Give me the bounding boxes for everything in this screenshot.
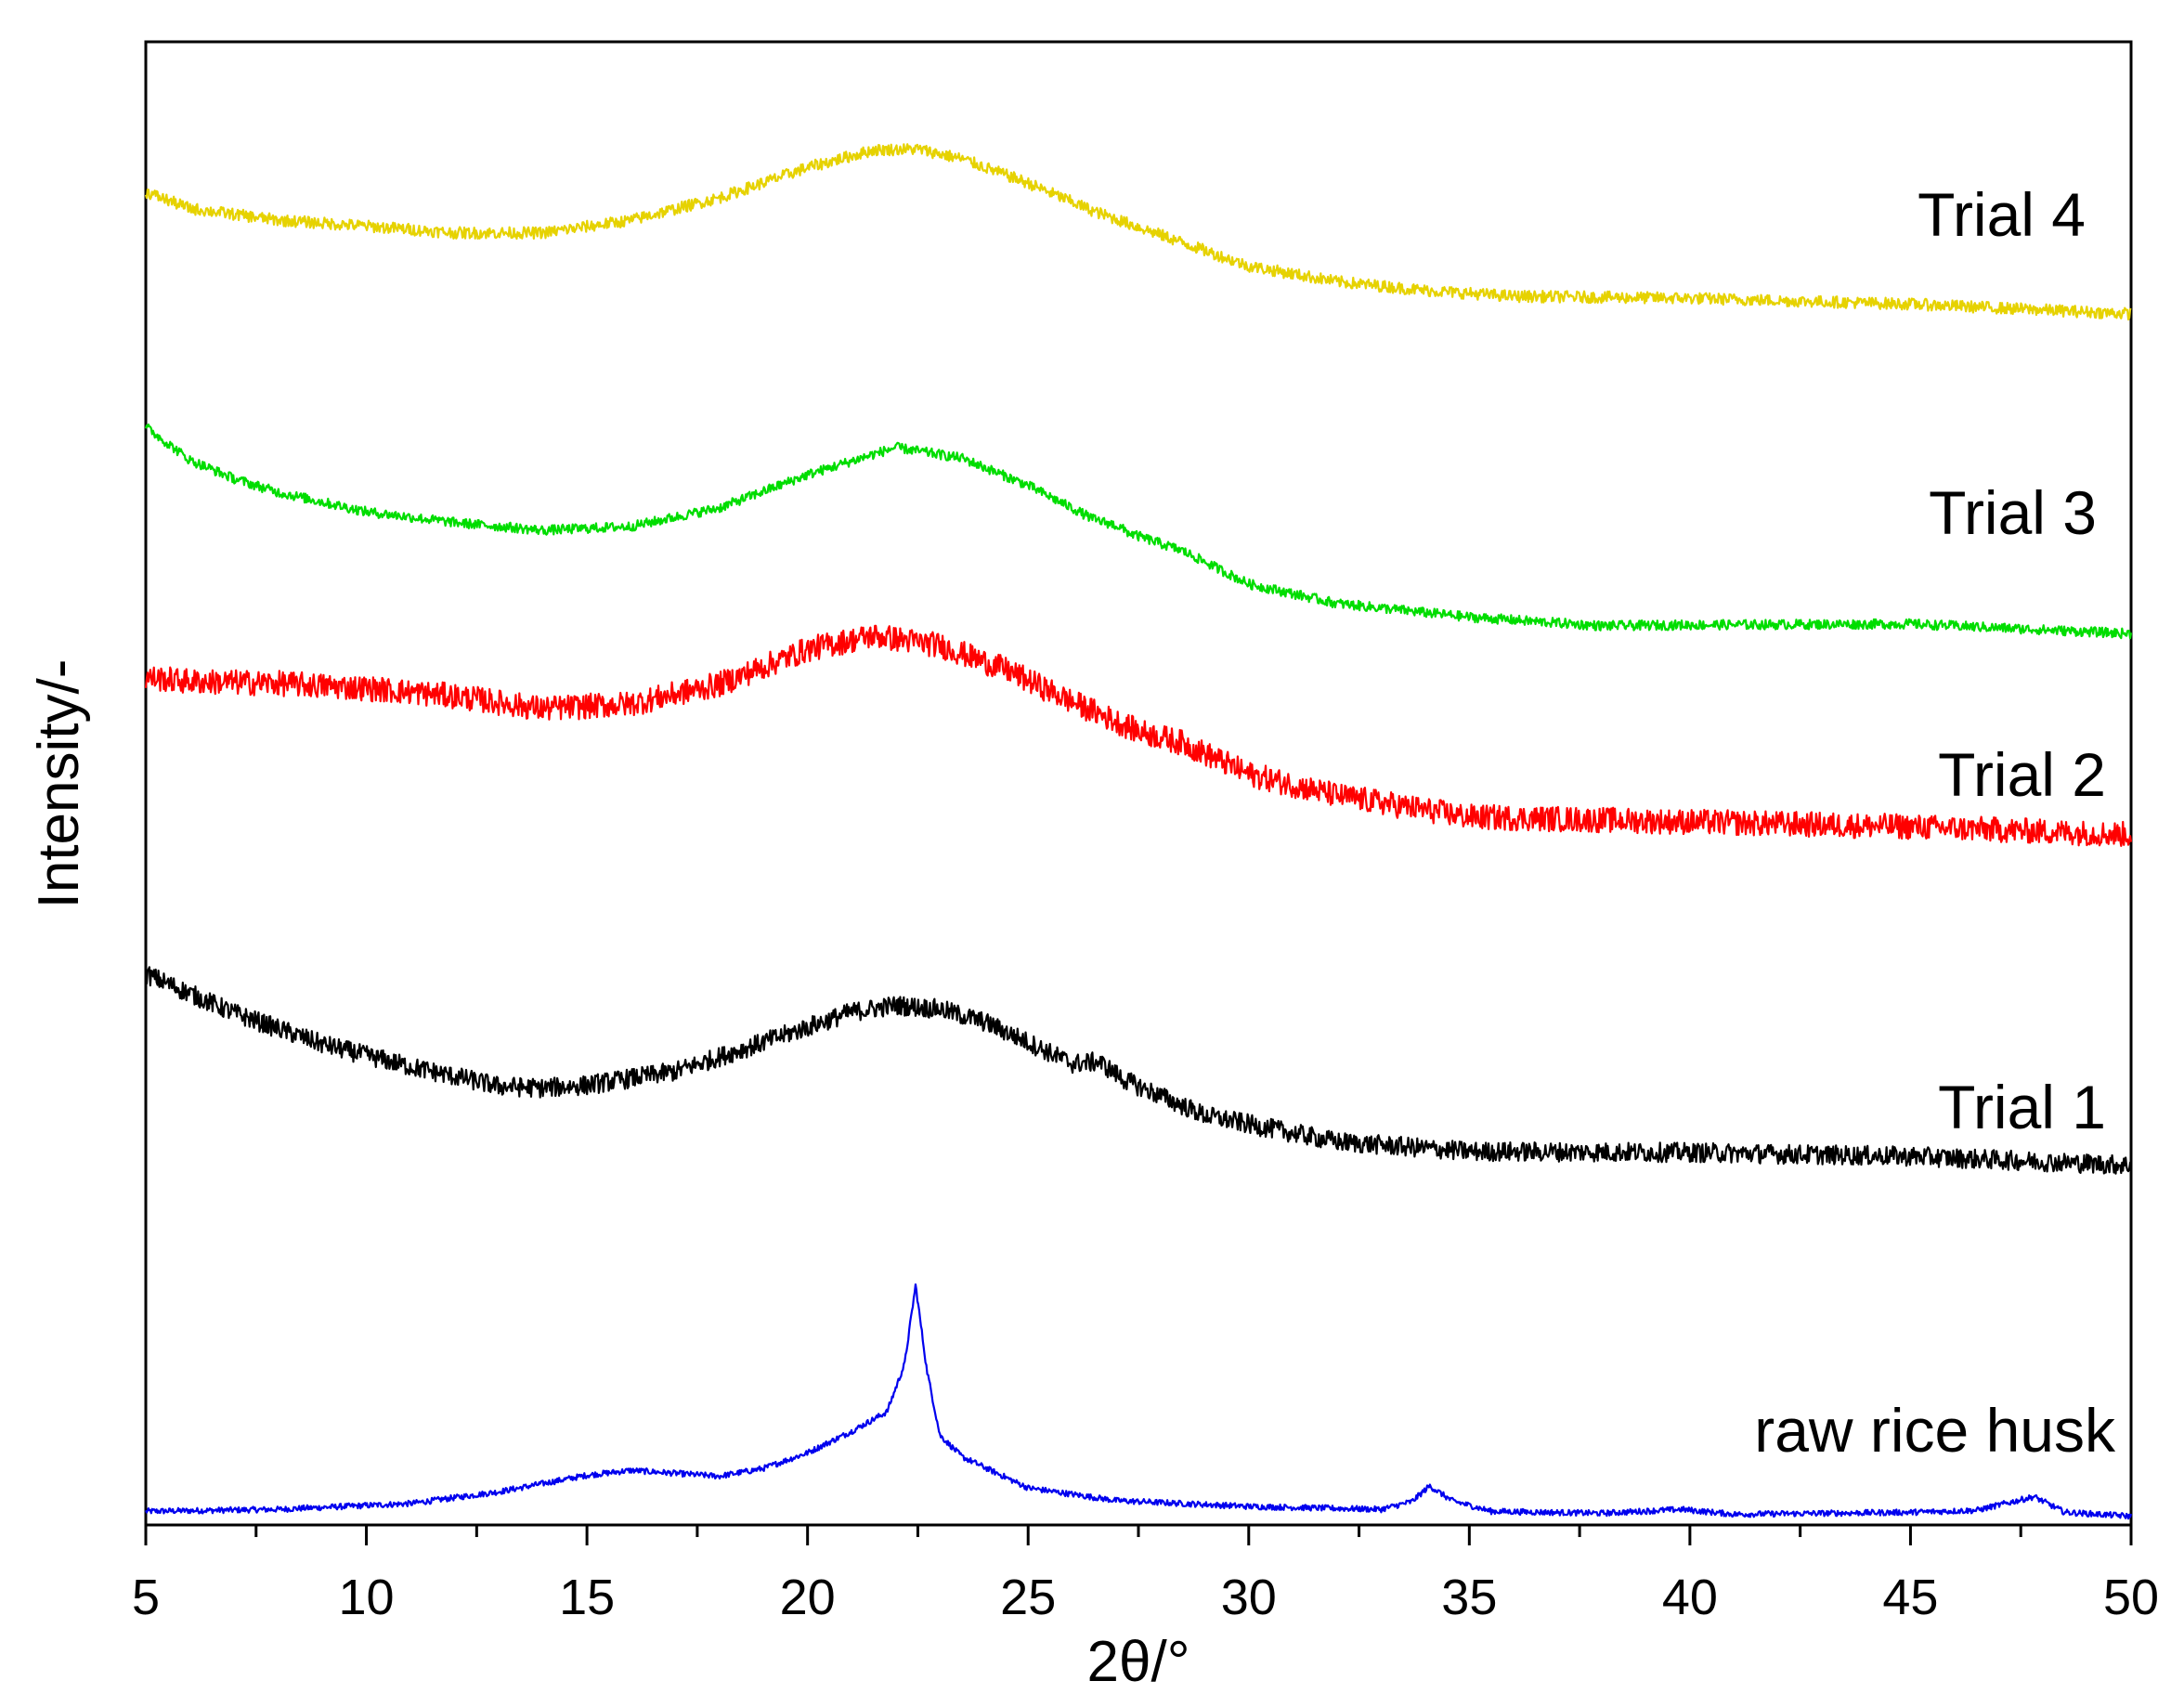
x-tick-label: 30 bbox=[1221, 1570, 1277, 1625]
x-tick-label: 15 bbox=[559, 1570, 615, 1625]
series-line-raw-rice-husk bbox=[144, 1283, 2133, 1520]
series-group bbox=[144, 143, 2133, 1520]
series-line-trial-4 bbox=[144, 143, 2132, 321]
label-trial-4: Trial 4 bbox=[1918, 180, 2086, 249]
y-axis-title: Intensity/- bbox=[27, 659, 91, 909]
series-line-trial-1 bbox=[144, 966, 2133, 1175]
x-tick-label: 25 bbox=[1000, 1570, 1056, 1625]
plot-frame bbox=[144, 40, 2133, 1527]
label-raw-rice-husk: raw rice husk bbox=[1754, 1396, 2116, 1465]
x-axis-title: 2θ/° bbox=[1087, 1630, 1190, 1694]
label-trial-2: Trial 2 bbox=[1938, 740, 2106, 809]
series-line-trial-3 bbox=[144, 423, 2133, 640]
series-line-trial-2 bbox=[144, 624, 2133, 847]
x-tick-label: 40 bbox=[1662, 1570, 1718, 1625]
x-tick-label: 45 bbox=[1882, 1570, 1938, 1625]
x-tick-label: 35 bbox=[1441, 1570, 1497, 1625]
x-axis-ticks: 5 10 15 20 25 30 35 40 45 50 bbox=[132, 1525, 2159, 1625]
label-trial-3: Trial 3 bbox=[1929, 478, 2097, 547]
label-trial-1: Trial 1 bbox=[1938, 1073, 2106, 1141]
x-tick-label: 10 bbox=[339, 1570, 395, 1625]
x-tick-label: 20 bbox=[780, 1570, 836, 1625]
x-tick-label: 50 bbox=[2103, 1570, 2159, 1625]
series-labels: Trial 4 Trial 3 Trial 2 Trial 1 raw rice… bbox=[1754, 180, 2116, 1465]
x-tick-label: 5 bbox=[132, 1570, 160, 1625]
